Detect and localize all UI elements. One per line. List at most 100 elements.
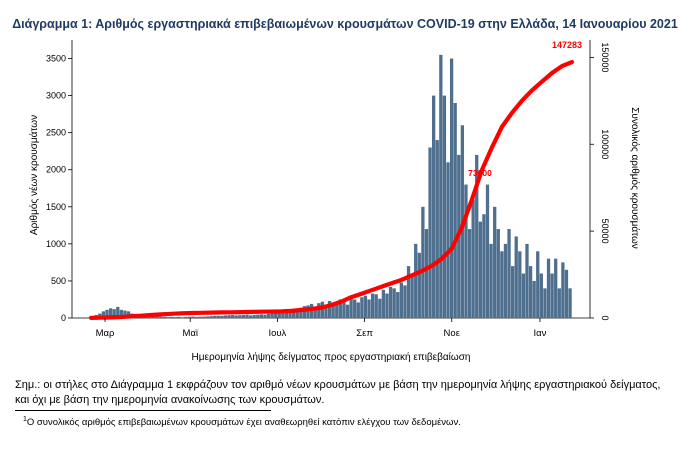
bar xyxy=(227,315,231,318)
bar xyxy=(302,306,307,318)
bar xyxy=(345,304,350,318)
bar xyxy=(166,317,170,318)
bar xyxy=(406,266,411,318)
bar xyxy=(453,103,457,318)
bar xyxy=(216,315,220,318)
y-tick-label: 2000 xyxy=(46,165,66,175)
y-right-tick-label: 0 xyxy=(600,315,610,320)
bar xyxy=(277,313,281,318)
x-tick-label: Σεπ xyxy=(356,328,373,339)
note-text: Σημ.: οι στήλες στο Διάγραμμα 1 εκφράζου… xyxy=(15,379,661,406)
annotation-mid: 73000 xyxy=(468,168,492,178)
bar xyxy=(561,262,565,318)
bar xyxy=(295,308,299,318)
bar xyxy=(155,316,159,318)
y-right-tick-label: 50000 xyxy=(600,219,610,244)
bar xyxy=(284,311,289,318)
bar xyxy=(313,306,317,318)
bar xyxy=(421,206,425,318)
bar xyxy=(180,317,185,318)
bar xyxy=(191,316,195,318)
bar xyxy=(116,306,120,318)
bar xyxy=(324,304,328,318)
bar xyxy=(518,251,522,318)
bar xyxy=(536,251,540,318)
x-tick-label: Μαρ xyxy=(96,328,115,339)
bar xyxy=(108,308,113,318)
bar xyxy=(281,312,285,318)
bar xyxy=(503,243,508,318)
bar xyxy=(162,316,167,318)
bar xyxy=(266,313,271,318)
bar xyxy=(195,316,199,318)
bar xyxy=(198,316,202,318)
bar xyxy=(230,315,235,318)
footnote-divider xyxy=(15,410,271,411)
bar xyxy=(525,243,529,318)
bar xyxy=(331,303,335,318)
bar xyxy=(317,303,321,318)
y-right-tick-label: 150000 xyxy=(600,42,610,72)
bar xyxy=(532,280,536,318)
bar xyxy=(410,276,414,318)
bar xyxy=(342,300,346,318)
y-tick-label: 500 xyxy=(51,276,66,286)
bar xyxy=(399,282,403,318)
bar xyxy=(187,316,192,318)
bar xyxy=(177,316,181,318)
bar xyxy=(482,214,486,318)
bar xyxy=(259,314,264,318)
y-tick-label: 0 xyxy=(61,313,66,323)
bar-series xyxy=(91,54,572,318)
bar xyxy=(489,243,493,318)
bar xyxy=(539,273,543,318)
bar xyxy=(367,299,371,318)
bar xyxy=(274,312,278,318)
bar xyxy=(209,316,213,318)
bar xyxy=(496,229,500,318)
bar xyxy=(521,273,526,318)
x-axis: Μαρ Μαϊ Ιουλ Σεπ Νοε Ιαν xyxy=(96,318,547,339)
bar xyxy=(557,288,561,318)
bar xyxy=(123,310,127,318)
footnote: 1Ο συνολικός αριθμός επιβεβαιωμένων κρου… xyxy=(23,416,461,428)
bar xyxy=(119,309,124,318)
bar xyxy=(370,293,375,318)
bar xyxy=(270,313,274,318)
bar xyxy=(510,266,515,318)
bar xyxy=(475,154,479,318)
bar xyxy=(173,317,177,318)
bar xyxy=(213,315,217,318)
bar xyxy=(159,316,163,318)
bar xyxy=(417,252,421,318)
bar xyxy=(263,314,267,318)
bar xyxy=(446,162,450,318)
bar xyxy=(428,147,432,318)
bar xyxy=(148,316,152,318)
bar xyxy=(424,229,429,318)
bar xyxy=(449,58,454,318)
bar xyxy=(435,140,439,318)
bar xyxy=(184,316,188,318)
bar xyxy=(335,302,339,318)
bar xyxy=(500,251,504,318)
bar xyxy=(554,258,558,318)
y-axis-right-label: Συνολικός αριθμός κρουσμάτων xyxy=(629,107,641,249)
bar xyxy=(396,292,400,318)
cumulative-line xyxy=(88,59,575,320)
bar xyxy=(432,95,436,318)
y-axis-right: 0 50000 100000 150000 xyxy=(590,42,610,321)
y-axis-left: 0 500 1000 1500 2000 2500 3000 3500 xyxy=(46,54,72,323)
bar xyxy=(414,243,418,318)
bar xyxy=(338,299,342,318)
bar xyxy=(442,95,447,318)
bar xyxy=(152,316,156,318)
bar xyxy=(241,315,246,318)
bar xyxy=(327,300,332,318)
bar xyxy=(514,236,518,318)
bar xyxy=(202,316,206,318)
bar xyxy=(385,293,389,318)
bar xyxy=(252,315,256,318)
y-tick-label: 1000 xyxy=(46,239,66,249)
bar xyxy=(363,295,368,318)
